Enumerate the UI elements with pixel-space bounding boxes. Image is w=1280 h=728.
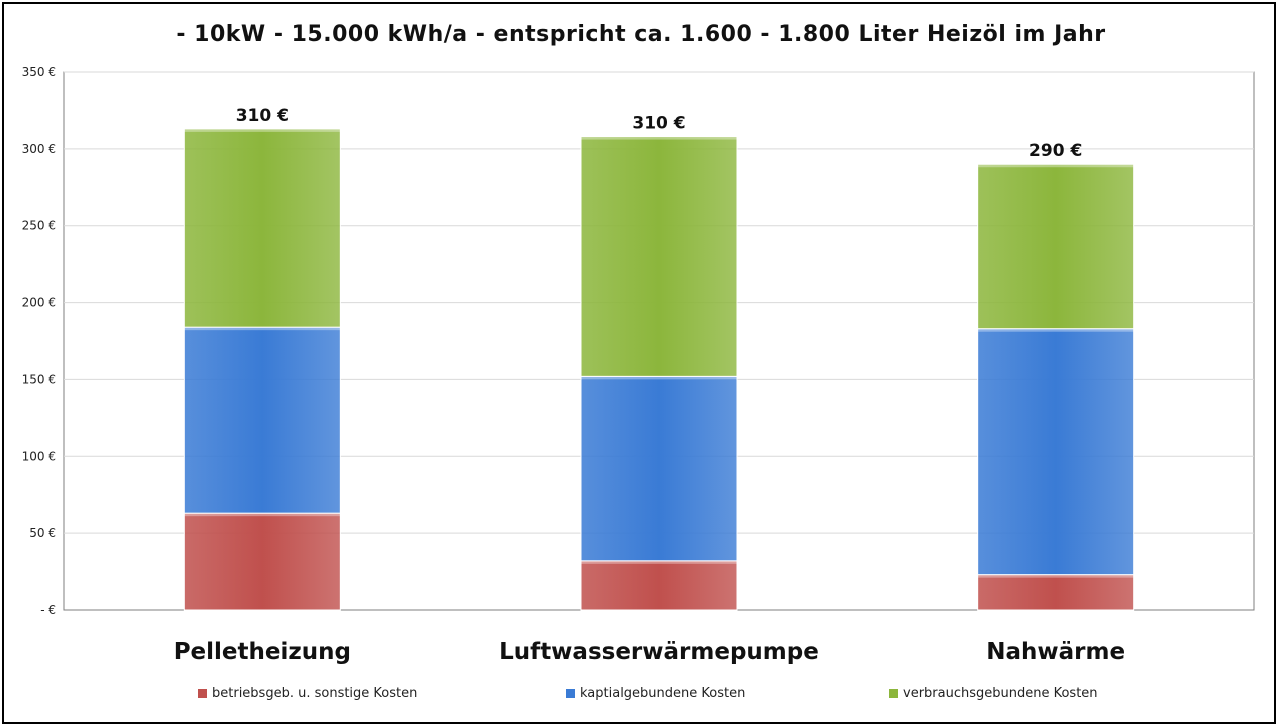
bar-segment-highlight — [184, 327, 341, 331]
bar-segment-highlight — [581, 376, 737, 380]
bar-segment — [183, 128, 341, 328]
bar-segment — [977, 328, 1135, 576]
bar-segment — [580, 560, 738, 611]
bar-segment-highlight — [977, 164, 1134, 168]
bar-segment-highlight — [977, 328, 1134, 332]
bar-segment — [977, 574, 1135, 611]
bar-segment — [183, 326, 341, 514]
y-tick-label: 250 € — [22, 219, 56, 233]
legend-label: verbrauchsgebundene Kosten — [903, 686, 1098, 701]
y-tick-label: - € — [40, 603, 56, 617]
bar-segment — [183, 512, 341, 611]
bar-segment-highlight — [581, 136, 737, 140]
x-category-label: Nahwärme — [986, 639, 1125, 665]
bar-segment — [977, 163, 1135, 330]
bar-segment — [580, 136, 738, 377]
bar-segment-highlight — [977, 574, 1134, 578]
legend-item: kaptialgebundene Kosten — [566, 686, 745, 701]
legend-label: betriebsgeb. u. sonstige Kosten — [212, 686, 418, 701]
chart-title: - 10kW - 15.000 kWh/a - entspricht ca. 1… — [176, 22, 1106, 47]
bar-segment-highlight — [184, 128, 341, 132]
legend-item: betriebsgeb. u. sonstige Kosten — [198, 686, 417, 701]
y-tick-label: 100 € — [22, 449, 56, 463]
y-tick-label: 150 € — [22, 372, 56, 386]
legend-label: kaptialgebundene Kosten — [580, 686, 746, 701]
y-tick-label: 300 € — [22, 142, 56, 156]
x-category-label: Pelletheizung — [174, 639, 351, 665]
legend-swatch — [198, 689, 207, 698]
legend-swatch — [566, 689, 575, 698]
y-tick-label: 350 € — [22, 65, 56, 79]
total-label: 310 € — [632, 114, 685, 134]
x-category-label: Luftwasserwärmepumpe — [499, 639, 819, 665]
legend-swatch — [889, 689, 898, 698]
total-label: 310 € — [236, 106, 289, 126]
bar-segment-highlight — [184, 513, 341, 517]
legend: betriebsgeb. u. sonstige Kosten kaptialge… — [0, 686, 1274, 706]
legend-item: verbrauchsgebundene Kosten — [889, 686, 1098, 701]
bar-segment — [580, 375, 738, 562]
y-tick-label: 50 € — [29, 526, 56, 540]
bar-segment-highlight — [581, 560, 737, 564]
y-tick-label: 200 € — [22, 296, 56, 310]
total-label: 290 € — [1029, 141, 1082, 161]
